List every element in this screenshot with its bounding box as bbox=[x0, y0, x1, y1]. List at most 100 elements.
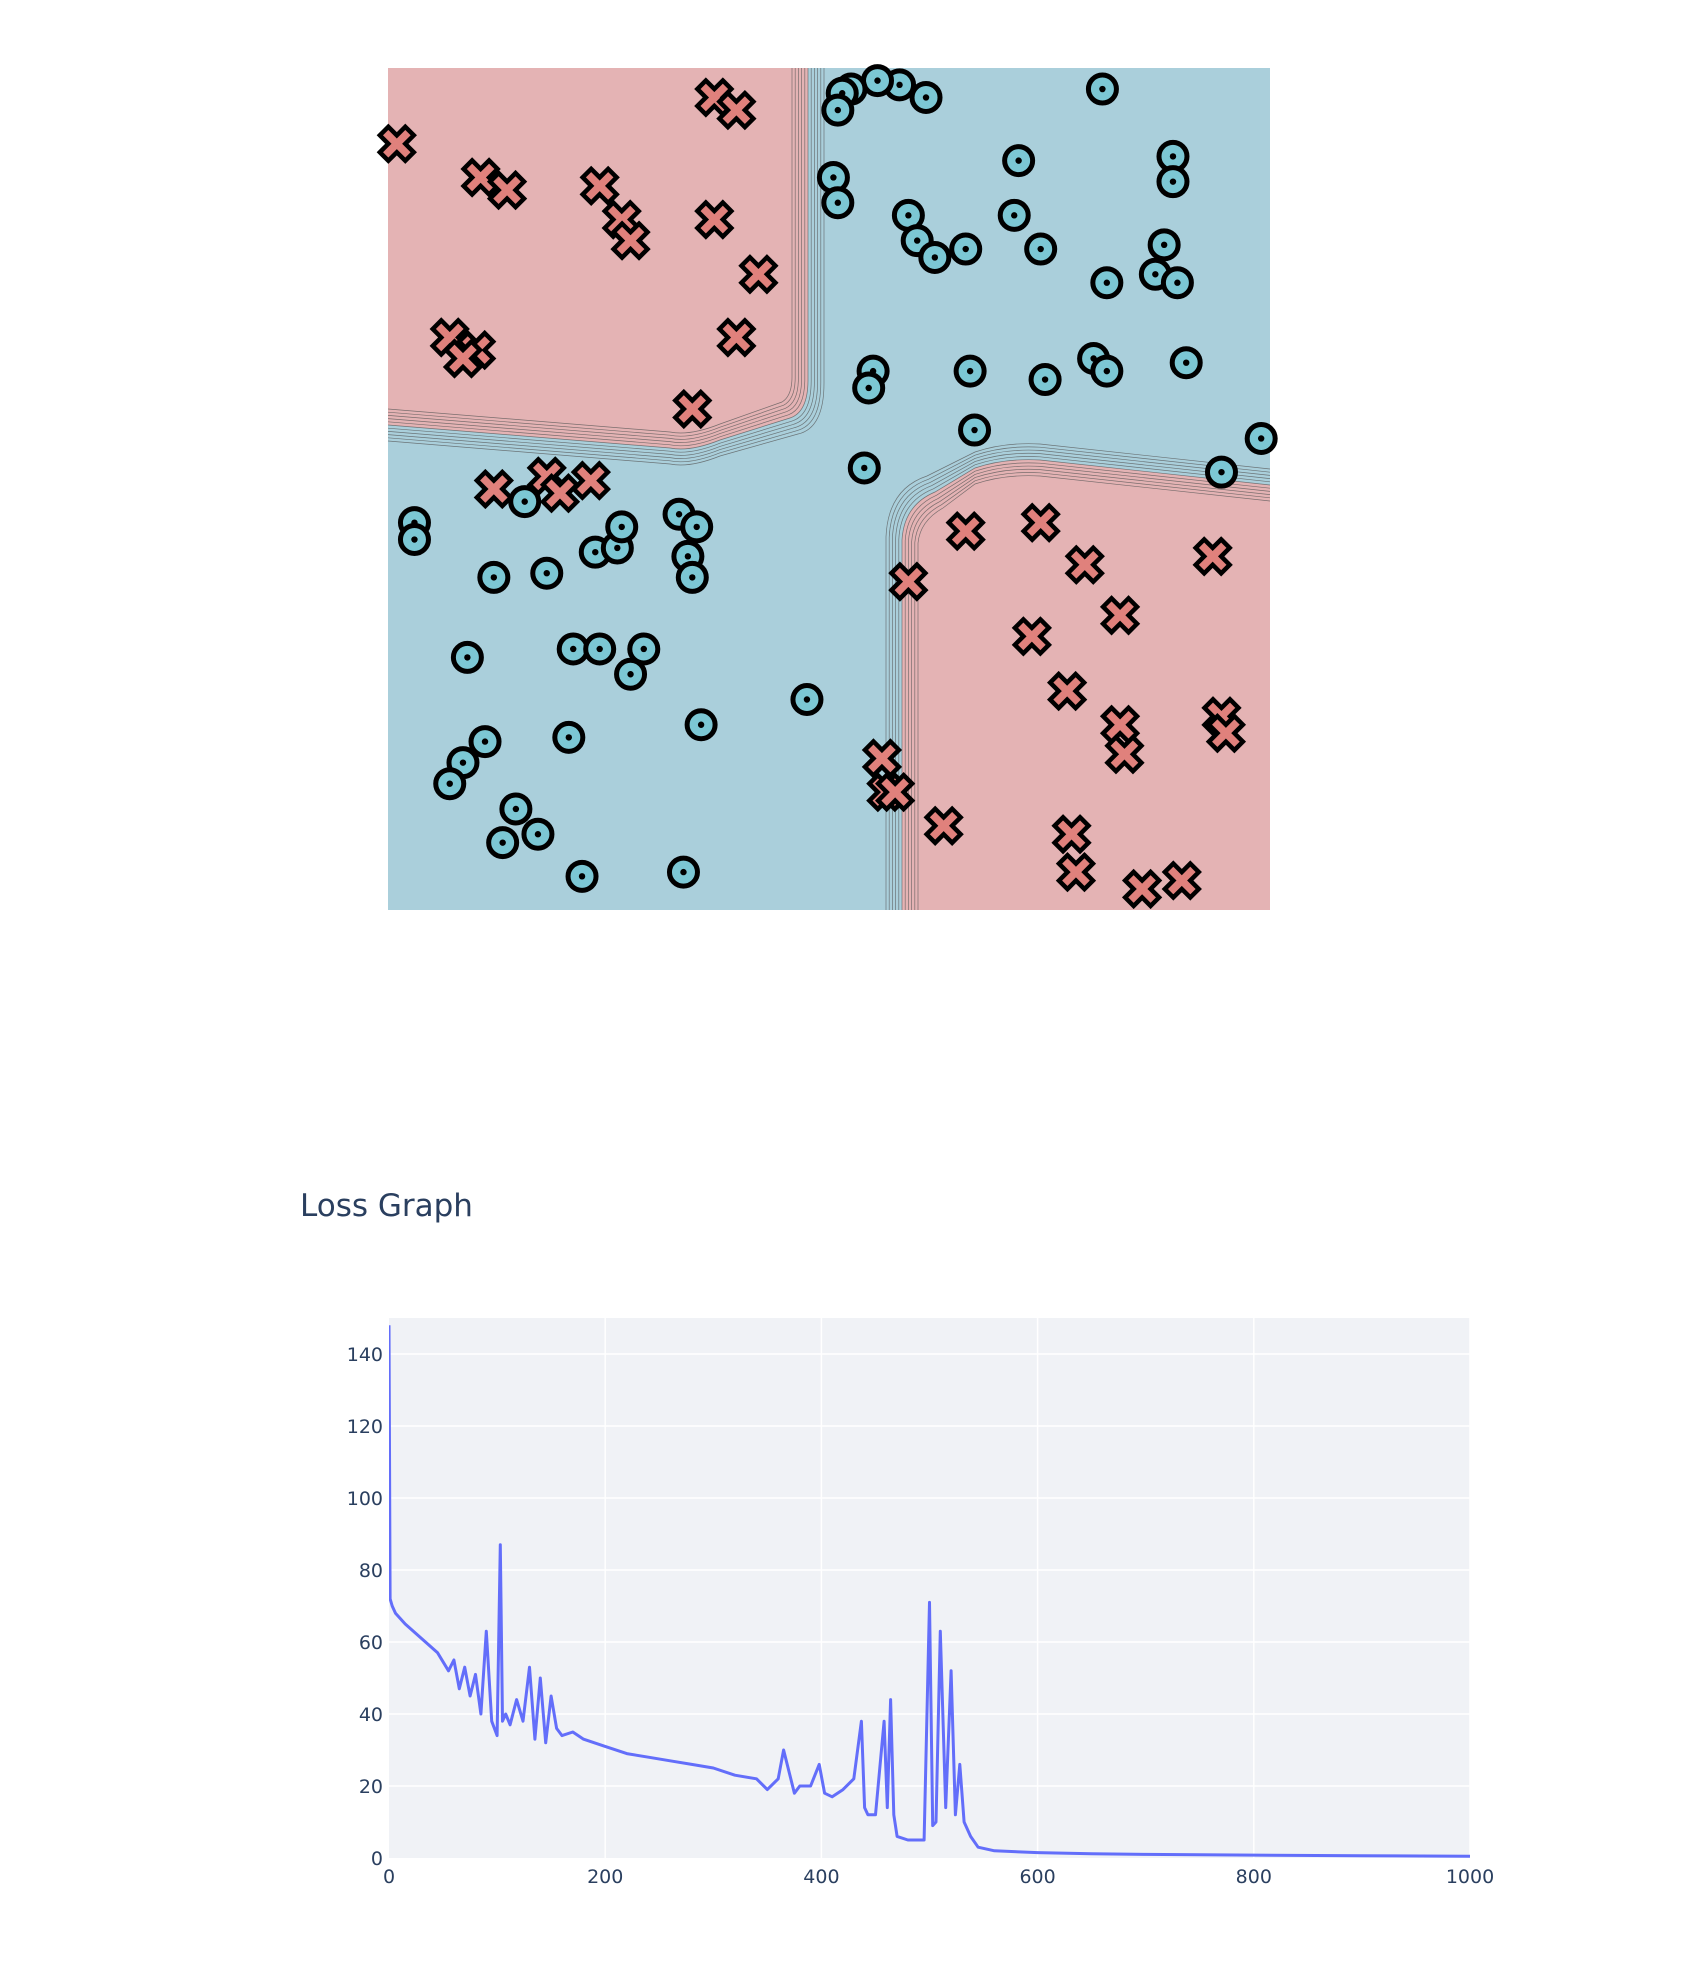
contour-line-top bbox=[388, 68, 815, 456]
circle-dot-marker bbox=[1028, 363, 1062, 397]
contour-line-top bbox=[388, 68, 812, 453]
contour-line-bottom bbox=[892, 449, 1270, 910]
x-marker bbox=[473, 468, 514, 510]
x-marker bbox=[486, 169, 528, 211]
x-marker bbox=[1104, 734, 1145, 775]
circle-dot-marker bbox=[847, 451, 881, 485]
contour-line-bottom bbox=[898, 456, 1270, 910]
contour-line-bottom bbox=[895, 452, 1270, 910]
y-tick-label: 120 bbox=[347, 1416, 383, 1438]
x-marker bbox=[570, 460, 612, 501]
x-marker bbox=[376, 123, 417, 164]
circle-dot-marker bbox=[521, 817, 555, 851]
x-marker bbox=[888, 561, 929, 602]
circle-dot-marker bbox=[790, 683, 824, 716]
contour-line-top bbox=[388, 68, 802, 443]
x-marker bbox=[923, 805, 964, 846]
circle-dot-marker bbox=[1085, 72, 1119, 106]
y-tick-label: 140 bbox=[347, 1344, 383, 1366]
x-tick-label: 1000 bbox=[1446, 1866, 1494, 1888]
circle-dot-marker bbox=[477, 560, 511, 594]
circle-dot-marker bbox=[552, 720, 586, 754]
contour-line-bottom bbox=[911, 468, 1270, 910]
contour-line-top bbox=[388, 68, 818, 459]
x-marker bbox=[1046, 670, 1088, 712]
circle-dot-marker bbox=[666, 855, 700, 889]
x-marker bbox=[601, 199, 642, 240]
circle-dot-marker bbox=[1156, 165, 1190, 199]
circle-dot-marker bbox=[468, 725, 502, 759]
circle-dot-marker bbox=[614, 657, 648, 691]
circle-dot-marker bbox=[508, 485, 542, 519]
circle-dot-marker bbox=[397, 523, 431, 557]
loss-gridlines bbox=[389, 1318, 1471, 1858]
contour-line-top bbox=[388, 68, 796, 437]
x-marker bbox=[1020, 502, 1061, 543]
contour-line-bottom bbox=[908, 465, 1270, 910]
circle-dot-marker bbox=[1169, 346, 1203, 380]
circle-dot-marker bbox=[627, 632, 661, 666]
circle-dot-marker bbox=[680, 510, 714, 544]
x-marker bbox=[945, 510, 986, 552]
x-marker bbox=[1205, 713, 1247, 754]
circle-dot-marker bbox=[1147, 228, 1181, 262]
circle-dot-marker bbox=[909, 80, 943, 114]
x-marker bbox=[579, 165, 620, 207]
x-marker bbox=[1121, 868, 1163, 910]
decision-contour-lines bbox=[388, 68, 1270, 910]
circle-dot-marker bbox=[1024, 232, 1058, 266]
x-marker bbox=[539, 473, 581, 514]
circle-dot-marker bbox=[949, 232, 983, 266]
circle-dot-marker bbox=[1204, 455, 1238, 489]
circle-dot-marker bbox=[821, 93, 855, 127]
x-marker bbox=[1099, 595, 1141, 636]
region-class-a-bottom-right bbox=[902, 459, 1270, 910]
x-marker bbox=[672, 388, 713, 430]
contour-line-bottom bbox=[885, 443, 1270, 910]
x-marker bbox=[1064, 544, 1105, 585]
contour-line-bottom bbox=[917, 475, 1270, 910]
circle-dot-marker bbox=[556, 632, 590, 666]
x-tick-label: 200 bbox=[587, 1866, 623, 1888]
x-marker bbox=[1011, 616, 1053, 657]
circle-dot-marker bbox=[565, 859, 599, 893]
contour-line-top bbox=[388, 68, 806, 447]
circle-dot-marker bbox=[1090, 354, 1124, 388]
x-marker bbox=[874, 771, 916, 813]
x-marker bbox=[460, 157, 501, 198]
loss-tick-labels: 0 20 40 60 80 100 120 140 0 200 400 600 800 1000 bbox=[347, 1344, 1494, 1888]
contour-line-top bbox=[388, 68, 799, 440]
x-marker bbox=[1161, 860, 1202, 901]
x-tick-label: 600 bbox=[1019, 1866, 1055, 1888]
x-marker bbox=[694, 199, 735, 240]
circle-dot-marker bbox=[499, 792, 533, 826]
y-tick-label: 40 bbox=[359, 1704, 383, 1726]
x-marker bbox=[442, 338, 484, 379]
x-marker bbox=[610, 220, 651, 261]
circle-dot-marker bbox=[530, 556, 564, 590]
circle-dot-marker bbox=[583, 632, 617, 666]
circle-dot-marker bbox=[450, 640, 484, 674]
y-tick-label: 20 bbox=[359, 1776, 383, 1798]
circle-dot-marker bbox=[918, 240, 952, 274]
circle-dot-marker bbox=[953, 354, 987, 388]
x-marker bbox=[1055, 851, 1097, 893]
circle-dot-marker bbox=[675, 560, 709, 594]
y-tick-label: 0 bbox=[371, 1848, 383, 1870]
x-marker bbox=[738, 254, 779, 295]
y-tick-label: 100 bbox=[347, 1488, 383, 1510]
contour-line-bottom bbox=[901, 459, 1270, 910]
contour-line-bottom bbox=[904, 462, 1270, 910]
circle-dot-marker bbox=[1090, 266, 1124, 300]
y-tick-label: 60 bbox=[359, 1632, 383, 1654]
loss-plot-area bbox=[389, 1318, 1470, 1858]
loss-graph-chart: 0 20 40 60 80 100 120 140 0 200 400 600 800 1000 bbox=[347, 1318, 1494, 1888]
y-tick-label: 80 bbox=[359, 1560, 383, 1582]
x-marker bbox=[1051, 814, 1092, 855]
circle-dot-marker bbox=[486, 826, 520, 860]
x-marker bbox=[716, 317, 757, 358]
circle-dot-marker bbox=[958, 413, 992, 447]
x-tick-label: 400 bbox=[803, 1866, 839, 1888]
x-tick-label: 0 bbox=[383, 1866, 395, 1888]
x-tick-label: 800 bbox=[1236, 1866, 1272, 1888]
